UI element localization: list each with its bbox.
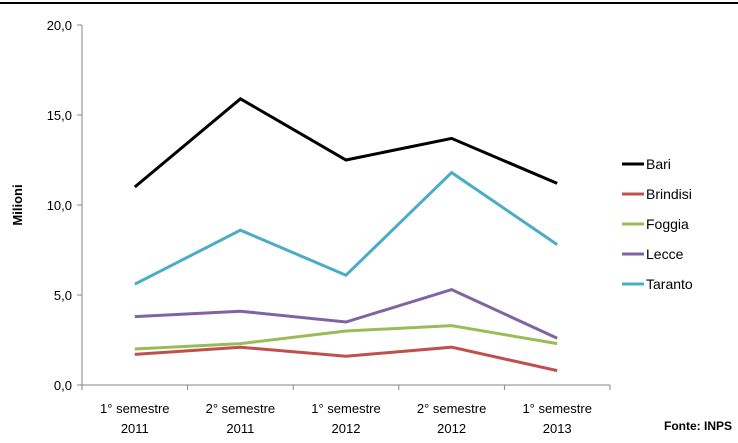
y-tick-label: 0,0 [54, 378, 72, 393]
y-axis-label: Milioni [10, 184, 25, 225]
y-tick-label: 10,0 [47, 198, 72, 213]
x-tick-label: 1° semestre 2013 [522, 401, 592, 436]
legend-label-foggia: Foggia [646, 216, 689, 232]
legend-label-bari: Bari [646, 156, 671, 172]
x-tick-label: 2° semestre 2011 [206, 401, 276, 436]
series-line-foggia [134, 324, 558, 351]
series-line-lecce [134, 287, 558, 340]
y-tick-label: 20,0 [47, 18, 72, 33]
x-tick-label: 2° semestre 2012 [417, 401, 487, 436]
legend-label-brindisi: Brindisi [646, 186, 692, 202]
legend-label-lecce: Lecce [646, 246, 684, 262]
source-note: Fonte: INPS [664, 419, 732, 433]
x-tick-label: 1° semestre 2011 [100, 401, 170, 436]
y-axis-ticks: 0,0 5,0 10,0 15,0 20,0 [47, 18, 82, 393]
series-line-brindisi [134, 345, 558, 373]
legend: Bari Brindisi Foggia Lecce Taranto [622, 156, 693, 292]
y-tick-label: 5,0 [54, 288, 72, 303]
legend-label-taranto: Taranto [646, 276, 693, 292]
series-line-bari [133, 96, 558, 189]
series-line-taranto [134, 170, 559, 286]
x-axis-ticks: 1° semestre 2011 2° semestre 2011 1° semestr… [81, 385, 611, 436]
y-tick-label: 15,0 [47, 108, 72, 123]
series-lines [133, 96, 559, 373]
x-tick-label: 1° semestre 2012 [311, 401, 381, 436]
